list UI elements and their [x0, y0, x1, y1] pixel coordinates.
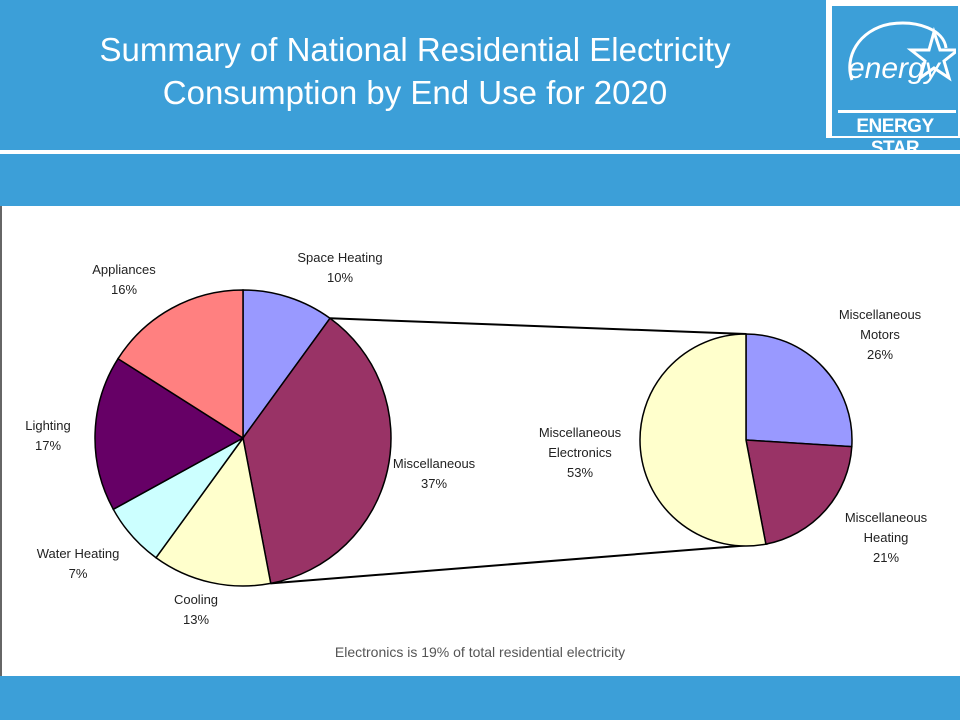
sub-pie-slice-0: [745, 333, 853, 448]
energy-star-logo: energy ENERGY STAR: [826, 0, 960, 159]
slide-title-line-1: Summary of National Residential Electric…: [99, 31, 731, 68]
main-pie-label-2: Cooling 13%: [174, 592, 218, 627]
main-pie-slice-2: [154, 436, 272, 587]
connector-line-top: [329, 317, 747, 335]
connector-line-bottom: [270, 542, 769, 585]
main-pie-label-4: Lighting 17%: [25, 418, 71, 453]
chart-panel: Space Heating 10% Miscellaneous 37% Cooling 1…: [0, 206, 960, 676]
sub-pie-label-0: Miscellaneous Motors 26%: [839, 307, 922, 362]
energy-star-script: energy: [848, 52, 942, 85]
main-pie-label-1: Miscellaneous 37%: [393, 456, 476, 491]
main-pie-slice-5: [117, 289, 244, 440]
slide-title: Summary of National Residential Electric…: [20, 28, 810, 114]
main-pie-label-0: Space Heating 10%: [297, 250, 382, 285]
sub-pie-label-1: Miscellaneous Heating 21%: [845, 510, 928, 565]
main-pie-slice-4: [94, 357, 245, 511]
energy-star-divider: [838, 110, 956, 113]
slide-title-line-2: Consumption by End Use for 2020: [162, 74, 668, 111]
sub-pie-slice-2: [639, 333, 767, 547]
sub-pie-label-2: Miscellaneous Electronics 53%: [539, 425, 622, 480]
energy-star-logo-inner: energy ENERGY STAR: [832, 6, 960, 159]
main-pie-slice-1: [242, 317, 392, 585]
main-pie-slice-0: [242, 289, 332, 441]
slide-header: Summary of National Residential Electric…: [0, 0, 960, 159]
blue-band: [0, 154, 960, 206]
chart-caption: Electronics is 19% of total residential …: [334, 644, 626, 660]
header-divider: [0, 150, 960, 154]
slide-footer: [0, 676, 960, 720]
main-pie-label-5: Appliances 16%: [92, 262, 156, 297]
main-pie-label-3: Water Heating 7%: [37, 546, 120, 581]
energy-star-mark-icon: energy: [848, 21, 960, 85]
sub-pie-slice-1: [745, 439, 853, 545]
pie-of-pie-chart: Space Heating 10% Miscellaneous 37% Cooling 1…: [25, 250, 928, 627]
panel-left-edge: [0, 206, 2, 676]
